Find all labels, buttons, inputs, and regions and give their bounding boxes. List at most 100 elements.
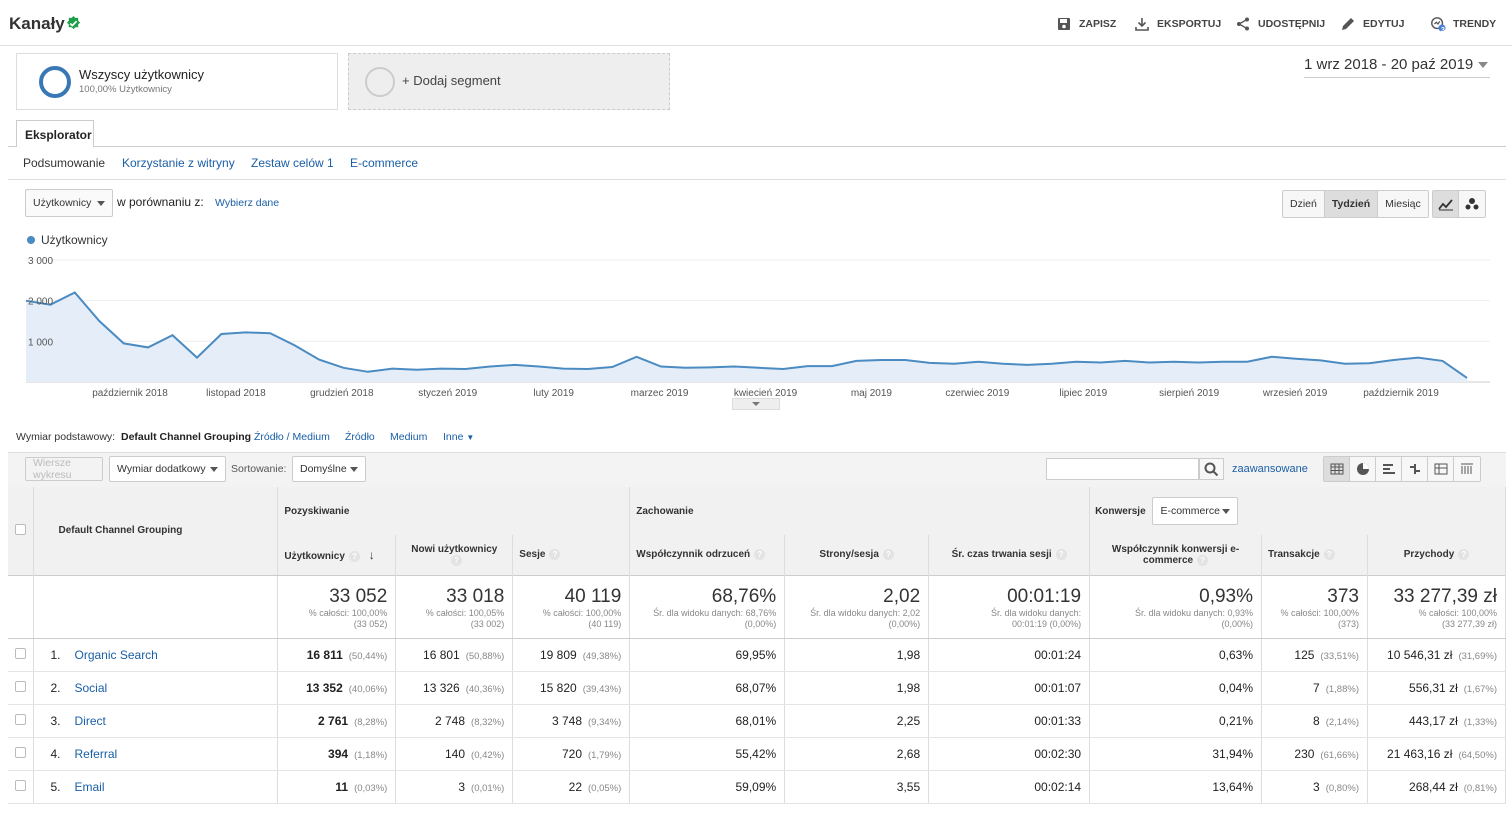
subtab-summary[interactable]: Podsumowanie	[23, 156, 106, 170]
col-users[interactable]: Użytkownicy? ↓	[277, 535, 397, 575]
subtab-site-usage[interactable]: Korzystanie z witryny	[122, 156, 235, 170]
granularity-month-button[interactable]: Miesiąc	[1378, 191, 1428, 217]
percent-of-total: (1,67%)	[1463, 683, 1497, 695]
grid-icon	[1330, 463, 1343, 475]
total-note-detail: 00:01:19 (0,00%)	[1012, 618, 1082, 629]
share-button[interactable]: UDOSTĘPNIJ	[1235, 15, 1325, 33]
granularity-day-button[interactable]: Dzień	[1283, 191, 1325, 217]
total-cell: 2,02 Śr. dla widoku danych: 2,02 (0,00%)	[784, 575, 930, 639]
users-cell: 2 761 (8,28%)	[277, 704, 397, 738]
secondary-dimension-label: Wymiar dodatkowy	[117, 463, 206, 475]
transactions-cell: 7 (1,88%)	[1261, 671, 1368, 705]
sessions-cell: 19 809 (49,38%)	[512, 638, 631, 672]
channel-link[interactable]: Referral	[74, 746, 118, 761]
total-note-detail: (0,00%)	[744, 618, 777, 629]
percent-of-total: (1,79%)	[588, 749, 622, 761]
view-pivot-button[interactable]	[1454, 457, 1480, 481]
secondary-dimension-select[interactable]: Wymiar dodatkowy	[109, 456, 226, 482]
view-performance-button[interactable]	[1376, 457, 1402, 481]
advanced-filter-link[interactable]: zaawansowane	[1232, 463, 1308, 475]
sort-select[interactable]: Domyślne	[292, 456, 366, 482]
col-sessions[interactable]: Sesje?	[512, 535, 631, 575]
dim-header[interactable]: Default Channel Grouping	[33, 487, 279, 576]
export-button[interactable]: EKSPORTUJ	[1134, 15, 1221, 33]
subtab-ecommerce[interactable]: E-commerce	[350, 156, 419, 170]
percent-of-total: (31,69%)	[1458, 650, 1497, 662]
segment-all-users[interactable]: Wszyscy użytkownicy 100,00% Użytkownicy	[16, 53, 338, 110]
row-check-cell	[8, 704, 35, 738]
help-icon: ?	[1323, 549, 1335, 561]
select-metric-link[interactable]: Wybierz dane	[215, 197, 280, 209]
total-cell: 68,76% Śr. dla widoku danych: 68,76% (0,00…	[629, 575, 786, 639]
col-new-users[interactable]: Nowi użytkownicy?	[395, 535, 514, 575]
table-row: 1. Organic Search 16 811 (50,44%) 16 801 (50,…	[8, 638, 1507, 672]
transactions-cell: 8 (2,14%)	[1261, 704, 1368, 738]
granularity-week-button[interactable]: Tydzień	[1324, 191, 1379, 217]
col-avg-duration[interactable]: Śr. czas trwania sesji?	[928, 535, 1091, 575]
view-pie-button[interactable]	[1350, 457, 1376, 481]
select-all-checkbox[interactable]	[15, 523, 27, 535]
bubbles-icon	[1465, 198, 1479, 210]
row-number: 4.	[50, 746, 61, 761]
row-checkbox[interactable]	[15, 779, 27, 791]
view-table-button[interactable]	[1324, 457, 1350, 481]
percent-of-total: (8,32%)	[471, 716, 505, 728]
sessions-cell: 720 (1,79%)	[512, 737, 631, 771]
total-note: Śr. dla widoku danych: 2,02	[810, 607, 921, 618]
line-chart-button[interactable]	[1433, 191, 1459, 217]
conversion-type-select[interactable]: E-commerce	[1152, 497, 1239, 525]
col-conversion-rate[interactable]: Współczynnik konwersji e-commerce?	[1089, 535, 1263, 575]
x-tick-label: marzec 2019	[631, 388, 689, 399]
col-revenue[interactable]: Przychody?	[1367, 535, 1507, 575]
dimension-medium[interactable]: Medium	[390, 431, 428, 443]
conversion-value: 31,94%	[1212, 746, 1254, 761]
total-cell: 373% całości: 100,00% (373)	[1261, 575, 1368, 639]
duration-cell: 00:01:33	[928, 704, 1091, 738]
dimension-source-medium[interactable]: Źródło / Medium	[254, 431, 330, 443]
dimension-source[interactable]: Źródło	[345, 431, 375, 443]
primary-dimension-selected: Default Channel Grouping	[121, 431, 252, 443]
col-transactions[interactable]: Transakcje?	[1261, 535, 1368, 575]
pages-value: 2,68	[896, 746, 921, 761]
x-tick-label: wrzesień 2019	[1262, 388, 1328, 399]
view-term-cloud-button[interactable]	[1428, 457, 1454, 481]
plot-rows-button[interactable]: Wiersze wykresu	[25, 457, 103, 481]
save-button[interactable]: ZAPISZ	[1056, 15, 1116, 33]
tab-explorer[interactable]: Eksplorator	[16, 120, 94, 147]
channel-link[interactable]: Email	[74, 779, 105, 794]
revenue-value: 268,44 zł	[1409, 779, 1458, 794]
channel-link[interactable]: Direct	[74, 713, 106, 728]
table-search-input[interactable]	[1046, 458, 1199, 480]
total-note-detail: (33 002)	[470, 618, 505, 629]
chart-collapse-handle[interactable]	[732, 398, 780, 410]
metric-select[interactable]: Użytkownicy	[25, 189, 113, 217]
transactions-value: 8	[1313, 713, 1320, 728]
channel-link[interactable]: Organic Search	[74, 647, 158, 662]
chart-type-group	[1432, 190, 1486, 218]
col-bounce-rate[interactable]: Współczynnik odrzuceń?	[629, 535, 786, 575]
trends-button[interactable]: TRENDY	[1430, 15, 1496, 33]
view-comparison-button[interactable]	[1402, 457, 1428, 481]
row-checkbox[interactable]	[15, 713, 27, 725]
search-button[interactable]	[1199, 458, 1224, 480]
group-acquisition: Pozyskiwanie	[277, 487, 631, 535]
motion-chart-button[interactable]	[1459, 191, 1485, 217]
share-label: UDOSTĘPNIJ	[1258, 18, 1326, 30]
subtab-goal-set[interactable]: Zestaw celów 1	[251, 156, 334, 170]
subtab-divider	[8, 179, 1506, 180]
dimension-other[interactable]: Inne ▼	[443, 431, 474, 443]
trend-badge: 3	[1441, 27, 1445, 34]
channel-link[interactable]: Social	[74, 680, 108, 695]
col-pages-session[interactable]: Strony/sesja?	[784, 535, 930, 575]
row-checkbox[interactable]	[15, 680, 27, 692]
help-icon: ?	[450, 554, 462, 566]
users-cell: 394 (1,18%)	[277, 737, 397, 771]
edit-button[interactable]: EDYTUJ	[1340, 15, 1404, 33]
row-checkbox[interactable]	[15, 746, 27, 758]
conversion-cell: 0,21%	[1089, 704, 1263, 738]
date-range-picker[interactable]: 1 wrz 2018 - 20 paź 2019	[1304, 56, 1490, 78]
add-segment-button[interactable]: + Dodaj segment	[348, 53, 670, 110]
percent-of-total: (8,28%)	[354, 716, 388, 728]
row-checkbox[interactable]	[15, 647, 27, 659]
granularity-group: Dzień Tydzień Miesiąc	[1282, 190, 1429, 218]
